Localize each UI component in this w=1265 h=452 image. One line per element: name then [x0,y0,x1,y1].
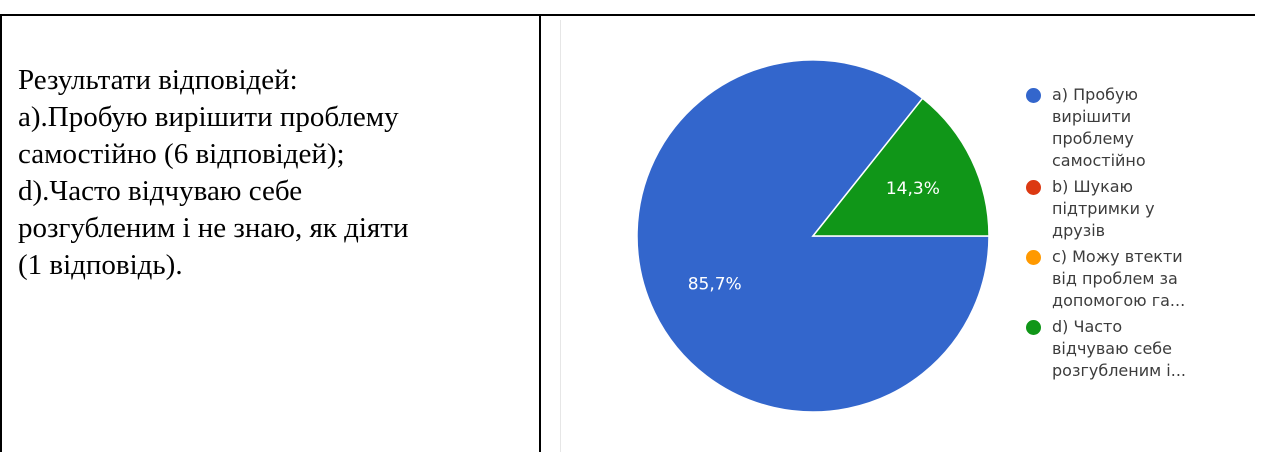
results-line-2: а).Пробую вирішити проблему [18,101,399,133]
results-line-6: (1 відповідь). [18,249,183,281]
pie-slice-d [811,97,990,237]
results-line-1: Результати відповідей: [18,64,298,96]
legend-dot-d [1026,320,1041,335]
legend-item-b: b) Шукаю підтримки у друзів [1022,176,1242,242]
table-border-left [0,14,2,452]
pie-chart-svg: 85,7% 14,3% [636,59,990,413]
pie-label-a: 85,7% [688,274,742,294]
legend-dot-b [1026,180,1041,195]
chart-legend: a) Пробую вирішити проблему самостійно b… [1022,84,1242,386]
legend-item-d: d) Часто відчуваю себе розгубленим і... [1022,316,1242,382]
legend-label-d: d) Часто відчуваю себе розгубленим і... [1052,317,1186,380]
pie-chart: 85,7% 14,3% a) Пробую вирішити проблему с… [560,20,1250,452]
pie-label-d: 14,3% [886,179,940,199]
legend-label-c: c) Можу втекти від проблем за допомогою … [1052,247,1186,310]
legend-item-c: c) Можу втекти від проблем за допомогою … [1022,246,1242,312]
legend-dot-a [1026,88,1041,103]
results-text: Результати відповідей: а).Пробую вирішит… [18,62,533,284]
results-line-5: розгубленим і не знаю, як діяти [18,212,409,244]
table-border-middle [539,14,541,452]
table-border-top [0,14,1255,16]
legend-label-a: a) Пробую вирішити проблему самостійно [1052,85,1146,170]
legend-item-a: a) Пробую вирішити проблему самостійно [1022,84,1242,172]
legend-label-b: b) Шукаю підтримки у друзів [1052,177,1155,240]
results-line-4: d).Часто відчуваю себе [18,175,303,207]
legend-dot-c [1026,250,1041,265]
results-line-3: самостійно (6 відповідей); [18,138,345,170]
